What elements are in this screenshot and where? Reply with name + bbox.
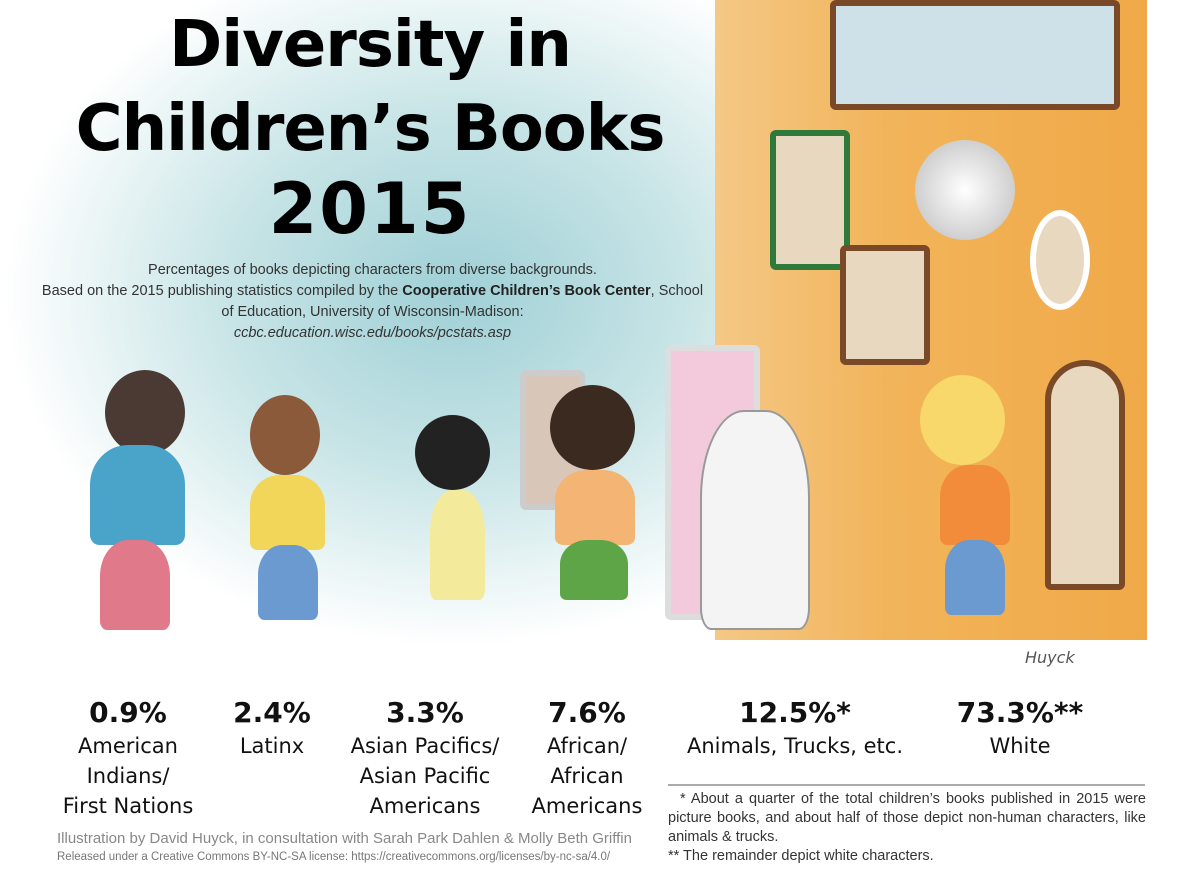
stat-label: Asian Pacifics/ <box>350 734 500 758</box>
footnote-2: ** The remainder depict white characters… <box>668 848 934 864</box>
footnote-1: * About a quarter of the total children’… <box>668 791 1146 845</box>
stat-american-indians: 0.9% American Indians/ First Nations <box>63 695 194 821</box>
source-organization: Cooperative Children’s Book Center <box>402 283 651 299</box>
stat-label: Asian Pacific <box>359 764 491 788</box>
subtitle-line: Percentages of books depicting character… <box>148 262 597 278</box>
illustration-character-head <box>920 375 1005 465</box>
stat-label: African <box>550 764 624 788</box>
stat-animals-trucks: 12.5%* Animals, Trucks, etc. <box>687 695 903 761</box>
illustration-portrait <box>840 245 930 365</box>
stat-percent: 3.3% <box>386 696 464 729</box>
illustration-mirror <box>770 130 850 270</box>
stat-label: Latinx <box>239 734 305 758</box>
illustration-character-legs <box>945 540 1005 615</box>
stat-percent: 2.4% <box>233 696 311 729</box>
stat-label: Americans <box>531 794 643 818</box>
stat-percent: 0.9% <box>89 696 167 729</box>
stat-label: American <box>78 734 178 758</box>
illustration-character <box>555 470 635 545</box>
illustration-character-head <box>415 415 490 490</box>
illustration-character <box>90 445 185 545</box>
footnotes: * About a quarter of the total children’… <box>668 790 1146 866</box>
illustration-character-head <box>250 395 320 475</box>
title-line-1: Diversity in <box>169 8 572 82</box>
illustration-character-legs <box>100 540 170 630</box>
title-line-2: Children’s Books <box>75 92 666 166</box>
source-url: ccbc.education.wisc.edu/books/pcstats.as… <box>233 325 512 341</box>
stat-label: Indians/ <box>86 764 170 788</box>
stat-label: First Nations <box>62 794 194 818</box>
illustration-window-frame <box>830 0 1120 110</box>
stat-percent: 7.6% <box>548 696 626 729</box>
illustration-standing-mirror <box>1045 360 1125 590</box>
stat-african-american: 7.6% African/ African Americans <box>532 695 643 821</box>
illustration-rabbit <box>700 410 810 630</box>
illustration-character-head <box>105 370 185 455</box>
stat-percent: 73.3%** <box>956 696 1084 729</box>
stat-label: Americans <box>369 794 481 818</box>
illustration-character <box>250 475 325 550</box>
subtitle-text: Based on the 2015 publishing statistics … <box>41 283 403 299</box>
stat-latinx: 2.4% Latinx <box>233 695 311 761</box>
stat-white: 73.3%** White <box>957 695 1083 761</box>
illustrator-signature: Huyck <box>1025 648 1075 667</box>
illustration-character-legs <box>560 540 628 600</box>
subtitle-text: , School of Education, University of Wis… <box>221 283 704 320</box>
illustration-disco-ball <box>915 140 1015 240</box>
stat-asian-pacific: 3.3% Asian Pacifics/ Asian Pacific Ameri… <box>351 695 500 821</box>
illustration-character <box>430 490 485 600</box>
stat-label: White <box>989 734 1051 758</box>
illustration-character-head <box>550 385 635 470</box>
illustration-character <box>940 465 1010 545</box>
illustration-character-legs <box>258 545 318 620</box>
illustration-credit: Illustration by David Huyck, in consulta… <box>57 830 632 847</box>
subtitle: Percentages of books depicting character… <box>40 260 705 344</box>
illustration-oval-mirror <box>1030 210 1090 310</box>
license-notice: Released under a Creative Commons BY-NC-… <box>57 851 611 863</box>
notes-divider <box>668 784 1145 786</box>
title-year: 2015 <box>268 168 472 250</box>
stat-percent: 12.5%* <box>739 696 851 729</box>
stat-label: African/ <box>546 734 628 758</box>
stat-label: Animals, Trucks, etc. <box>686 734 904 758</box>
